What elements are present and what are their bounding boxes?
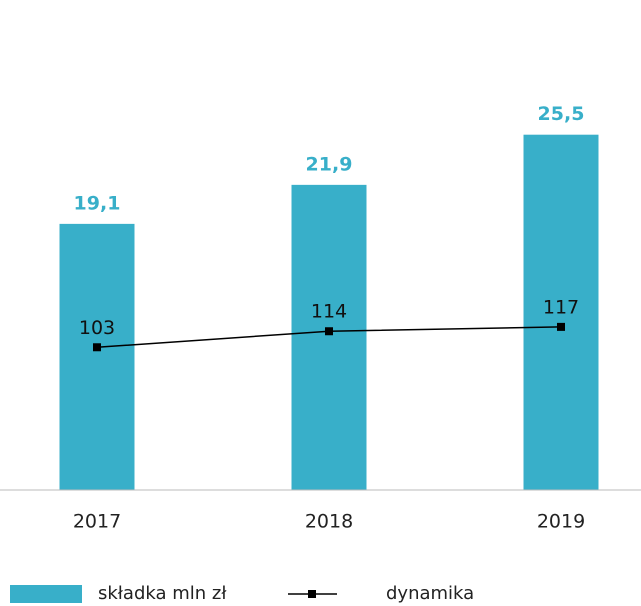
bar [59,223,135,490]
x-tick-label: 2017 [73,511,121,533]
legend-swatch [10,585,82,603]
bar [523,134,599,490]
line-value-label: 114 [311,301,347,323]
x-tick-label: 2018 [305,511,353,533]
line-marker [557,322,565,331]
bar-value-label: 25,5 [538,103,585,125]
bar-value-label: 21,9 [306,153,353,175]
legend-label: składka mln zł [98,583,227,604]
legend-label: dynamika [386,583,474,604]
legend-marker [308,590,316,598]
line-value-label: 117 [543,296,579,318]
bar [291,184,367,491]
line-marker [325,327,333,336]
line-value-label: 103 [79,317,115,339]
bar-value-label: 19,1 [74,192,121,214]
x-tick-label: 2019 [537,511,585,533]
line-marker [93,343,101,352]
